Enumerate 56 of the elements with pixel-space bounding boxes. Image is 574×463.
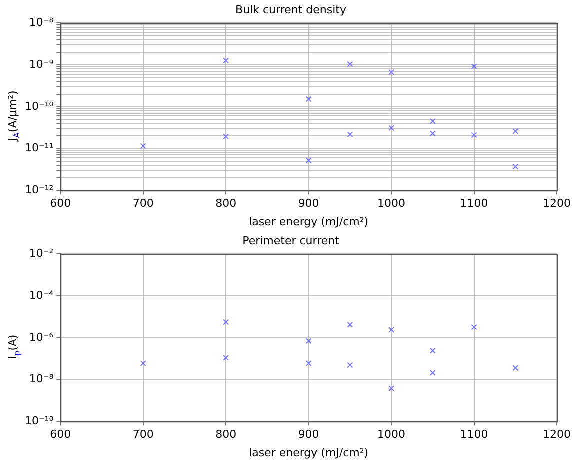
x-tick-label: 800 xyxy=(216,428,237,442)
point xyxy=(471,324,478,330)
x-tick-label: 700 xyxy=(132,197,154,210)
x-axis-title: laser energy (mJ/cm²) xyxy=(249,446,369,460)
x-tick-label: 1200 xyxy=(543,197,572,210)
point xyxy=(512,164,519,170)
point xyxy=(306,96,312,102)
point xyxy=(140,360,146,366)
point xyxy=(388,125,395,132)
y-tick-label: 10⁻¹¹ xyxy=(25,142,54,155)
point xyxy=(430,118,436,124)
x-tick-label: 900 xyxy=(298,197,320,210)
point xyxy=(347,322,354,328)
x-tick-label: 600 xyxy=(50,428,72,442)
y-tick-label: 10⁻⁹ xyxy=(29,58,54,71)
x-tick-label: 1000 xyxy=(378,197,406,210)
x-tick-label: 800 xyxy=(216,197,237,210)
point xyxy=(347,132,354,138)
point xyxy=(471,132,478,138)
y-tick-label: 10⁻¹⁰ xyxy=(25,414,54,428)
point xyxy=(140,143,146,150)
point xyxy=(388,69,395,76)
x-axis-title: laser energy (mJ/cm²) xyxy=(249,215,369,228)
y-tick-label: 10⁻⁸ xyxy=(29,16,54,30)
y-tick-label: 10⁻⁶ xyxy=(29,330,54,344)
point xyxy=(347,61,354,68)
chart-title: Perimeter current xyxy=(242,234,340,248)
point xyxy=(223,134,230,140)
x-tick-label: 700 xyxy=(132,428,154,442)
x-tick-label: 1100 xyxy=(460,428,488,442)
chart-title: Bulk current density xyxy=(236,3,347,16)
point xyxy=(306,360,312,366)
x-tick-label: 1200 xyxy=(543,428,572,442)
point xyxy=(347,362,354,368)
x-tick-label: 1100 xyxy=(460,197,488,210)
point xyxy=(223,58,230,64)
point xyxy=(471,64,478,70)
point xyxy=(430,348,436,354)
point xyxy=(430,370,436,376)
y-tick-label: 10⁻¹² xyxy=(25,183,54,196)
point xyxy=(306,158,312,164)
y-tick-label: 10⁻¹⁰ xyxy=(25,100,54,113)
point xyxy=(388,386,395,392)
point xyxy=(512,365,519,372)
point xyxy=(512,128,519,134)
y-tick-label: 10⁻⁸ xyxy=(29,372,54,386)
x-tick-label: 900 xyxy=(298,428,320,442)
point xyxy=(223,354,230,361)
y-tick-label: 10⁻² xyxy=(29,247,54,260)
y-tick-label: 10⁻⁴ xyxy=(29,288,54,302)
x-tick-label: 600 xyxy=(50,197,72,210)
point xyxy=(388,326,395,333)
x-tick-label: 1000 xyxy=(378,428,406,442)
point xyxy=(306,338,312,344)
point xyxy=(430,130,436,137)
point xyxy=(223,319,230,326)
